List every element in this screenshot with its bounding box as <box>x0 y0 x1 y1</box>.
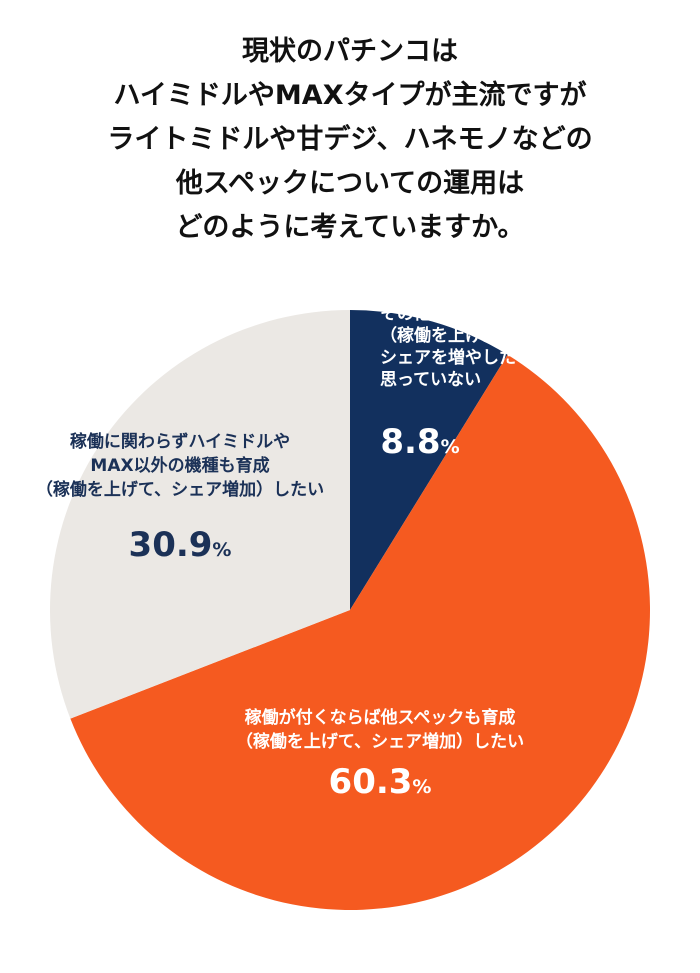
slice-1-label-line-2: （稼働を上げたい、 <box>380 325 533 346</box>
slice-1-label-line-4: 思っていない <box>380 370 481 390</box>
pie-slice-3 <box>49 310 350 719</box>
title-line-2: ハイミドルやMAXタイプが主流ですが <box>113 80 587 111</box>
title-line-3: ライトミドルや甘デジ、ハネモノなどの <box>107 124 593 155</box>
slice-2-label-line-1: 稼働が付くならば他スペックも育成 <box>245 707 516 728</box>
title-line-5: どのように考えていますか。 <box>175 212 525 243</box>
title-line-1: 現状のパチンコは <box>242 36 458 67</box>
slice-3-label-line-3: （稼働を上げて、シェア増加）したい <box>36 479 324 500</box>
chart-title: 現状のパチンコは ハイミドルやMAXタイプが主流ですが ライトミドルや甘デジ、ハ… <box>0 30 700 250</box>
slice-1-label-line-3: シェアを増やしたい）と <box>380 347 567 368</box>
slice-1-label-line-1: その他の機種を育成したい <box>380 303 584 324</box>
slice-3-label-line-1: 稼働に関わらずハイミドルや <box>70 431 290 452</box>
slice-2-unit: % <box>412 776 431 798</box>
slice-2-label-line-2: （稼働を上げて、シェア増加）したい <box>236 731 524 752</box>
slice-1-value: 8.8% <box>380 422 459 462</box>
pie-slice-1 <box>350 310 508 610</box>
title-line-4: 他スペックについての運用は <box>175 168 525 199</box>
slice-3-label-line-2: MAX以外の機種も育成 <box>90 455 269 476</box>
pie-slice-2 <box>70 354 651 911</box>
slice-1-unit: % <box>441 436 460 458</box>
slice-3-unit: % <box>212 539 231 561</box>
